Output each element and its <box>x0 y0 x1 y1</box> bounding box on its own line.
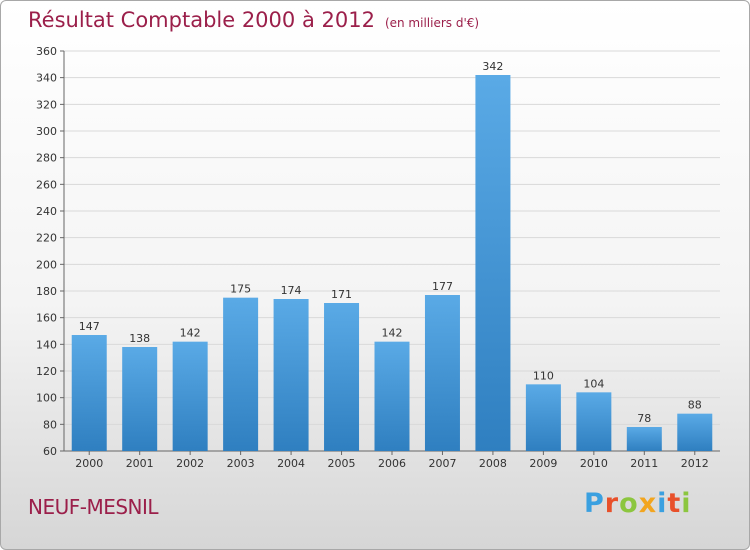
bar-2004 <box>273 299 309 451</box>
x-tick-label-2006: 2006 <box>378 457 406 470</box>
bar-2000 <box>71 335 107 451</box>
data-label-2008: 342 <box>482 60 503 73</box>
x-tick-label-2004: 2004 <box>277 457 305 470</box>
x-tick-label-2005: 2005 <box>328 457 356 470</box>
city-name: NEUF-MESNIL <box>28 495 159 519</box>
logo-letter: r <box>604 488 620 519</box>
x-tick-label-2011: 2011 <box>630 457 658 470</box>
bars <box>71 75 713 451</box>
y-tick-label: 260 <box>36 178 57 191</box>
proxiti-logo[interactable]: Proxiti <box>584 488 692 519</box>
x-tick-label-2007: 2007 <box>428 457 456 470</box>
logo-letter: i <box>681 488 692 519</box>
bar-2003 <box>223 297 259 451</box>
bar-2005 <box>324 303 360 451</box>
y-tick-label: 360 <box>36 45 57 58</box>
data-label-2010: 104 <box>583 377 604 390</box>
logo-letter: x <box>638 488 658 519</box>
y-tick-label: 180 <box>36 285 57 298</box>
data-label-2011: 78 <box>637 412 651 425</box>
y-tick-label: 340 <box>36 72 57 85</box>
chart-title: Résultat Comptable 2000 à 2012 <box>28 8 375 32</box>
y-tick-label: 80 <box>43 418 57 431</box>
bar-2010 <box>576 392 612 451</box>
chart-title-block: Résultat Comptable 2000 à 2012 (en millie… <box>28 8 479 32</box>
y-tick-label: 280 <box>36 152 57 165</box>
y-tick-label: 320 <box>36 98 57 111</box>
data-label-2001: 138 <box>129 332 150 345</box>
x-tick-label-2002: 2002 <box>176 457 204 470</box>
y-tick-label: 200 <box>36 258 57 271</box>
x-tick-label-2010: 2010 <box>580 457 608 470</box>
bar-2007 <box>424 295 460 451</box>
logo-letter: P <box>584 488 605 519</box>
y-tick-label: 120 <box>36 365 57 378</box>
labels: 60 80 100 120 140 160 180 200 220 240 260 280 300 320… <box>36 45 709 470</box>
y-tick-label: 140 <box>36 338 57 351</box>
bar-2008 <box>475 75 511 451</box>
data-label-2000: 147 <box>79 320 100 333</box>
data-label-2012: 88 <box>688 399 702 412</box>
bar-2001 <box>122 347 158 451</box>
y-tick-label: 240 <box>36 205 57 218</box>
data-label-2003: 175 <box>230 283 251 296</box>
y-tick-label: 100 <box>36 392 57 405</box>
x-tick-label-2003: 2003 <box>227 457 255 470</box>
logo-letter: o <box>619 488 639 519</box>
data-label-2007: 177 <box>432 280 453 293</box>
x-tick-label-2012: 2012 <box>681 457 709 470</box>
data-label-2009: 110 <box>533 369 554 382</box>
logo-letter: i <box>657 488 668 519</box>
data-label-2004: 174 <box>281 284 302 297</box>
x-tick-label-2008: 2008 <box>479 457 507 470</box>
logo-letter: t <box>667 488 682 519</box>
bar-2006 <box>374 341 410 451</box>
x-tick-label-2001: 2001 <box>126 457 154 470</box>
data-label-2002: 142 <box>180 327 201 340</box>
chart-subtitle: (en milliers d'€) <box>384 16 480 30</box>
data-label-2005: 171 <box>331 288 352 301</box>
x-tick-label-2000: 2000 <box>75 457 103 470</box>
y-tick-label: 160 <box>36 312 57 325</box>
bar-2002 <box>172 341 208 451</box>
x-tick-label-2009: 2009 <box>529 457 557 470</box>
bar-2012 <box>677 413 713 451</box>
y-tick-label: 60 <box>43 445 57 458</box>
data-label-2006: 142 <box>382 327 403 340</box>
y-tick-label: 220 <box>36 232 57 245</box>
bar-2009 <box>525 384 561 451</box>
bar-2011 <box>626 427 662 451</box>
y-tick-label: 300 <box>36 125 57 138</box>
